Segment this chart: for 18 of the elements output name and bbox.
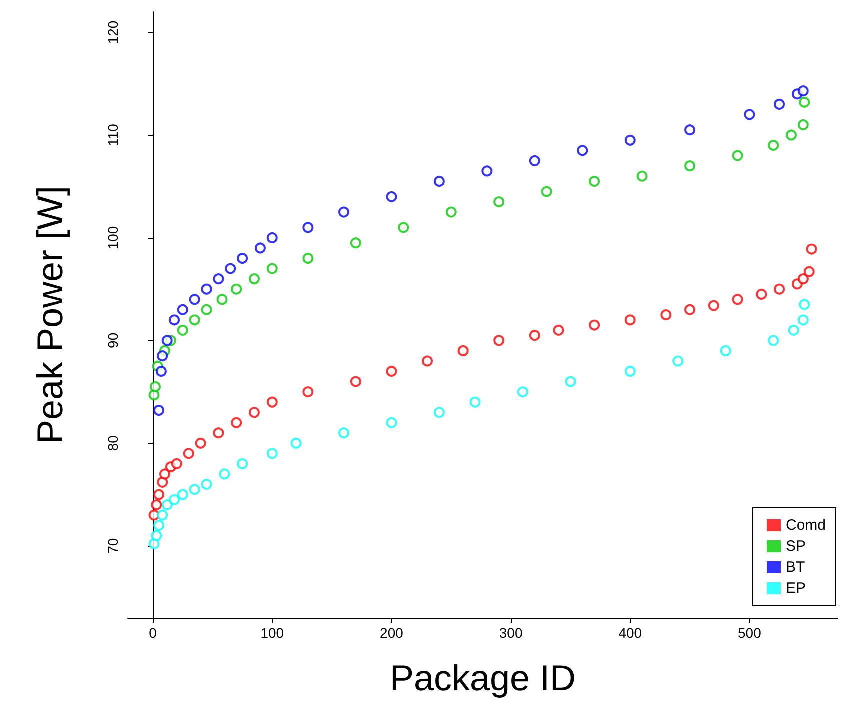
y-axis-title: Peak Power [W]: [30, 186, 70, 444]
x-axis-title: Package ID: [390, 658, 576, 698]
y-tick-label: 90: [105, 332, 121, 348]
y-tick-label: 120: [105, 20, 121, 44]
x-tick-label: 400: [618, 625, 642, 641]
x-tick-label: 0: [149, 625, 158, 641]
x-tick-label: 100: [260, 625, 284, 641]
y-tick-label: 100: [105, 226, 121, 250]
legend-label: SP: [786, 538, 806, 555]
y-tick-label: 70: [105, 538, 121, 554]
legend-label: EP: [786, 580, 806, 597]
y-tick-label: 80: [105, 435, 121, 452]
y-tick-label: 110: [105, 124, 121, 146]
legend-label: BT: [786, 559, 806, 576]
x-tick-label: 500: [738, 625, 762, 641]
legend-label: Comd: [786, 517, 826, 534]
x-tick-label: 300: [499, 625, 523, 641]
x-tick-label: 200: [380, 625, 404, 641]
